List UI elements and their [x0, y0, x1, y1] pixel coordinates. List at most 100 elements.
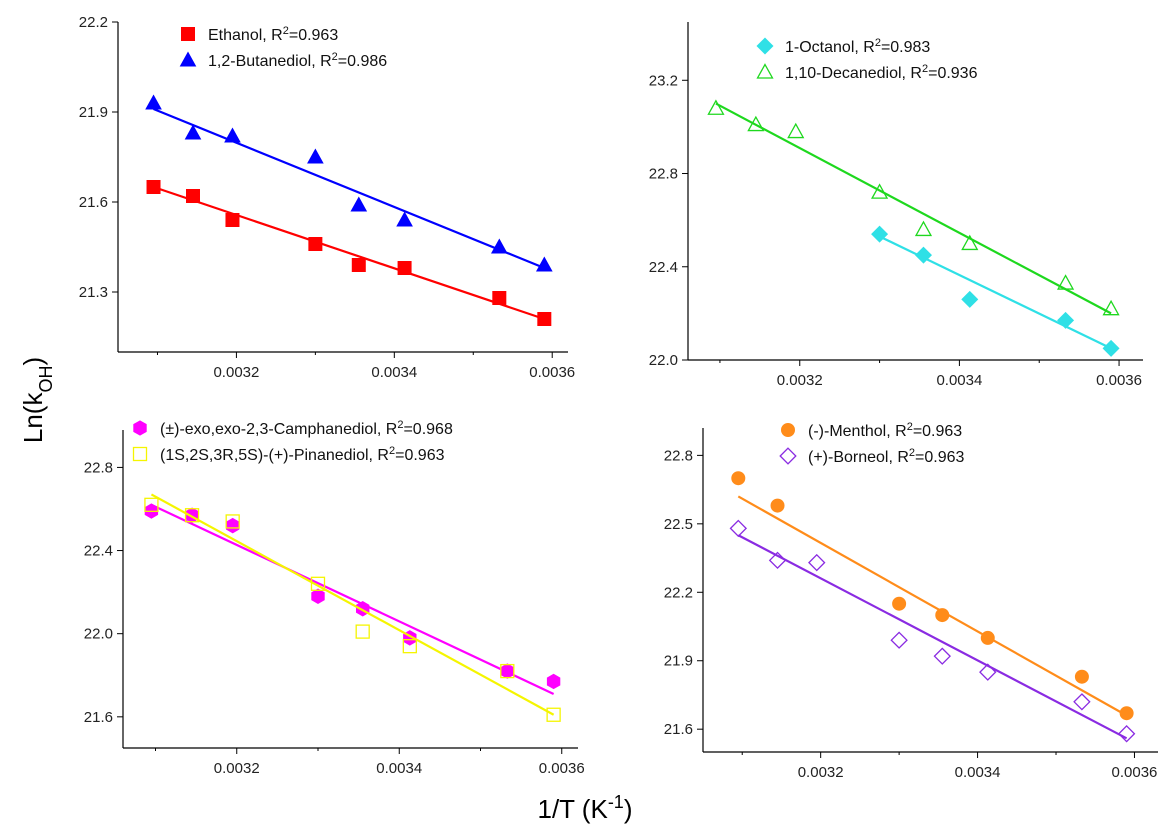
series-2: [144, 493, 561, 722]
data-point: [961, 290, 979, 308]
legend-marker: [181, 27, 195, 41]
x-tick-label: 0.0032: [214, 760, 260, 777]
data-point: [1117, 725, 1136, 743]
legend-label: (+)-Borneol, R2=0.963: [808, 447, 965, 466]
data-point: [490, 238, 508, 254]
y-tick-label: 22.4: [649, 259, 678, 276]
legend-item: 1-Octanol, R2=0.983: [756, 37, 930, 56]
legend-label: (±)-exo,exo-2,3-Camphanediol, R2=0.968: [160, 419, 453, 438]
data-point: [308, 237, 323, 251]
y-tick-label: 21.3: [79, 284, 108, 301]
data-point: [770, 498, 785, 513]
data-point: [351, 258, 366, 272]
y-tick-label: 23.2: [649, 72, 678, 89]
x-tick-label: 0.0036: [529, 364, 575, 381]
y-tick-label: 22.5: [664, 516, 693, 533]
series-1: [144, 503, 561, 695]
y-tick-label: 22.0: [649, 352, 678, 369]
data-point: [184, 124, 202, 140]
data-point: [914, 220, 933, 237]
data-point: [307, 148, 324, 164]
legend-marker: [133, 420, 147, 436]
data-point: [1102, 339, 1120, 357]
y-tick-label: 22.2: [79, 14, 108, 31]
legend-marker: [756, 37, 774, 55]
series-2: [729, 519, 1136, 743]
y-tick-label: 21.9: [664, 653, 693, 670]
y-tick-label: 22.8: [664, 447, 693, 464]
data-point: [935, 608, 950, 623]
data-point: [355, 624, 370, 639]
fit-line: [737, 534, 1128, 740]
chart-panel-3: 21.6 22.0 22.4 22.8 0.0032 0.0034 0.0036 (±)-ex…: [84, 419, 585, 777]
data-point: [707, 99, 725, 115]
series-2: [145, 94, 553, 272]
data-point: [350, 196, 368, 212]
data-point: [537, 312, 552, 326]
y-tick-label: 21.6: [664, 721, 693, 738]
legend-item: 1,2-Butanediol, R2=0.986: [179, 51, 387, 70]
x-tick-label: 0.0036: [539, 760, 585, 777]
x-tick-label: 0.0034: [371, 364, 417, 381]
series-1: [146, 180, 552, 326]
data-point: [492, 291, 507, 305]
x-tick-label: 0.0034: [936, 372, 982, 389]
data-point: [397, 261, 412, 275]
data-point: [890, 631, 908, 649]
fit-line: [715, 102, 1112, 315]
data-point: [768, 551, 787, 570]
x-axis-title-superscript: -1: [608, 792, 624, 812]
data-point: [1057, 311, 1075, 329]
y-tick-label: 22.2: [664, 584, 693, 601]
fit-line: [150, 493, 555, 716]
data-point: [144, 497, 159, 512]
y-tick-label: 22.8: [649, 166, 678, 183]
legend-marker: [781, 423, 795, 437]
legend-item: 1,10-Decanediol, R2=0.936: [756, 63, 978, 82]
series-1: [731, 471, 1134, 721]
data-point: [546, 707, 561, 722]
legend-marker: [179, 51, 197, 67]
data-point: [731, 471, 746, 486]
legend-label: 1,2-Butanediol, R2=0.986: [208, 51, 387, 70]
data-point: [224, 127, 241, 143]
data-point: [808, 553, 826, 572]
fit-line: [153, 107, 545, 270]
data-point: [535, 256, 553, 272]
legend-item: (±)-exo,exo-2,3-Camphanediol, R2=0.968: [133, 419, 453, 438]
x-tick-label: 0.0034: [376, 760, 422, 777]
data-point: [310, 576, 326, 591]
data-point: [871, 225, 889, 243]
legend-label: 1,10-Decanediol, R2=0.936: [785, 63, 978, 82]
y-tick-label: 21.6: [84, 709, 113, 726]
data-point: [1102, 299, 1120, 316]
data-point: [1119, 706, 1134, 721]
data-point: [892, 596, 907, 611]
data-point: [225, 514, 240, 529]
fit-line: [150, 503, 555, 695]
chart-panel-4: 21.6 21.9 22.2 22.5 22.8 0.0032 0.0034 0.0036 (-…: [664, 421, 1158, 781]
data-point: [787, 122, 805, 139]
y-tick-label: 22.4: [84, 543, 113, 560]
fit-line: [153, 185, 545, 321]
y-axis-title: Ln(kOH): [18, 357, 56, 443]
legend-label: (-)-Menthol, R2=0.963: [808, 421, 962, 440]
data-point: [226, 517, 240, 534]
data-point: [184, 508, 200, 523]
chart-panel-2: 22.0 22.4 22.8 23.2 0.0032 0.0034 0.0036 1-Octa…: [649, 22, 1143, 389]
data-point: [500, 663, 515, 679]
legend-label: (1S,2S,3R,5S)-(+)-Pinanediol, R2=0.963: [160, 445, 445, 464]
x-tick-label: 0.0032: [798, 764, 844, 781]
legend-item: Ethanol, R2=0.963: [181, 25, 338, 44]
y-tick-label: 21.9: [79, 104, 108, 121]
data-point: [402, 639, 417, 654]
legend-label: 1-Octanol, R2=0.983: [785, 37, 930, 56]
data-point: [145, 94, 162, 110]
data-point: [311, 588, 325, 604]
chart-panel-1: 21.3 21.6 21.9 22.2 0.0032 0.0034 0.0036 Ethano…: [79, 14, 575, 381]
data-point: [747, 115, 765, 132]
legend-item: (+)-Borneol, R2=0.963: [779, 447, 965, 466]
data-point: [914, 246, 932, 264]
data-point: [1073, 693, 1091, 711]
